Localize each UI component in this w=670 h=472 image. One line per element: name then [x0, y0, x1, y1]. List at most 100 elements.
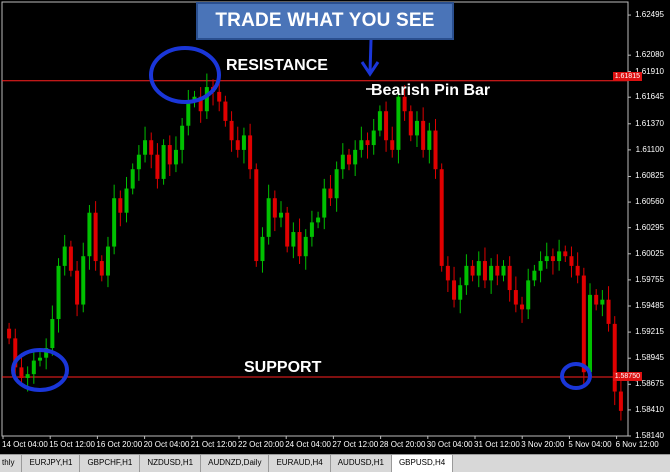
candle-body	[452, 280, 457, 300]
candle-body	[439, 169, 444, 266]
candle-body	[470, 265, 475, 276]
candle-body	[346, 154, 351, 165]
price-tick-label: 1.59485	[635, 300, 664, 310]
candle-body	[309, 222, 314, 237]
candle-body	[618, 391, 623, 411]
candle-body	[569, 256, 574, 266]
symbol-tab[interactable]: GBPUSD,H4	[391, 455, 454, 472]
candle-body	[408, 111, 413, 136]
time-tick-label: 24 Oct 04:00	[285, 440, 331, 449]
price-tick-label: 1.58675	[635, 379, 664, 389]
price-tick-label: 1.60560	[635, 197, 664, 207]
candle-body	[124, 188, 129, 213]
support-price-tag: 1.58750	[612, 372, 642, 381]
candle-body	[87, 212, 92, 257]
candle-body	[581, 275, 586, 373]
price-tick-label: 1.61910	[635, 66, 664, 76]
support-circle-right	[560, 362, 592, 390]
time-tick-label: 20 Oct 04:00	[143, 440, 190, 449]
time-tick-label: 3 Nov 20:00	[521, 440, 565, 449]
candle-body	[155, 154, 160, 179]
candle-body	[235, 140, 240, 150]
pin-bar-arrow	[360, 39, 380, 77]
time-tick-label: 15 Oct 12:00	[49, 440, 95, 449]
candle-body	[557, 251, 562, 262]
candle-body	[606, 299, 611, 324]
candle-body	[433, 130, 438, 170]
candle-body	[204, 87, 209, 112]
candle-body	[68, 246, 73, 271]
candle-body	[464, 265, 469, 286]
candle-body	[322, 188, 327, 218]
candle-body	[328, 188, 333, 199]
candle-body	[501, 265, 506, 276]
candle-body	[198, 96, 203, 112]
candle-body	[75, 270, 80, 305]
price-tick-label: 1.62495	[635, 10, 664, 20]
candle-body	[167, 145, 172, 165]
candle-body	[316, 217, 321, 223]
candle-body	[50, 319, 55, 349]
symbol-tab[interactable]: EURAUD,H4	[269, 455, 331, 472]
price-tick-label: 1.59755	[635, 274, 664, 284]
candle-body	[112, 198, 117, 247]
candle-body	[272, 198, 277, 218]
candle-body	[359, 140, 364, 150]
candle-body	[260, 236, 265, 262]
symbol-tab[interactable]: thly	[0, 455, 23, 472]
candle-body	[365, 140, 370, 146]
candle-body	[13, 338, 18, 368]
candle-body	[532, 270, 537, 281]
candle-body	[575, 265, 580, 276]
price-tick-label: 1.61100	[635, 144, 664, 154]
candle-body	[303, 236, 308, 257]
pin-bar-label: Bearish Pin Bar	[371, 82, 491, 99]
candle-body	[149, 140, 154, 155]
candle-body	[526, 280, 531, 310]
symbol-tab[interactable]: AUDUSD,H1	[331, 455, 392, 472]
price-tick-label: 1.62080	[635, 50, 664, 60]
candle-body	[31, 360, 36, 375]
candle-body	[7, 328, 12, 339]
candle-body	[384, 111, 389, 141]
candle-body	[402, 96, 407, 112]
candle-body	[279, 212, 284, 218]
candle-body	[482, 261, 487, 281]
candle-body	[550, 256, 555, 262]
price-tick-label: 1.60295	[635, 222, 664, 232]
symbol-tab[interactable]: AUDNZD,Daily	[201, 455, 270, 472]
time-tick-label: 6 Nov 12:00	[615, 440, 659, 449]
price-tick-label: 1.58410	[635, 404, 664, 414]
time-tick-label: 27 Oct 12:00	[332, 440, 379, 449]
candle-body	[291, 232, 296, 247]
price-tick-label: 1.60025	[635, 248, 664, 258]
candle-body	[285, 212, 290, 247]
candle-body	[99, 261, 104, 276]
candle-body	[143, 140, 148, 155]
candle-body	[25, 374, 30, 379]
symbol-tab[interactable]: GBPCHF,H1	[80, 455, 141, 472]
candle-body	[563, 251, 568, 257]
symbol-tab[interactable]: NZDUSD,H1	[140, 455, 202, 472]
candle-body	[334, 169, 339, 199]
candle-body	[340, 154, 345, 170]
price-tick-label: 1.58945	[635, 353, 664, 363]
support-label: SUPPORT	[244, 359, 322, 376]
candle-body	[241, 135, 246, 150]
candle-body	[520, 304, 525, 310]
candle-body	[427, 130, 432, 150]
price-tick-label: 1.59215	[635, 327, 664, 337]
candle-body	[600, 299, 605, 305]
candle-body	[371, 130, 376, 146]
candle-body	[544, 256, 549, 262]
candle-body	[390, 140, 395, 150]
candle-body	[180, 125, 185, 150]
price-tick-label: 1.58140	[635, 431, 664, 440]
candle-body	[248, 135, 253, 170]
candle-body	[62, 246, 67, 266]
candle-body	[136, 154, 141, 170]
resistance-price-tag: 1.61815	[612, 72, 642, 81]
symbol-tab[interactable]: EURJPY,H1	[22, 455, 81, 472]
